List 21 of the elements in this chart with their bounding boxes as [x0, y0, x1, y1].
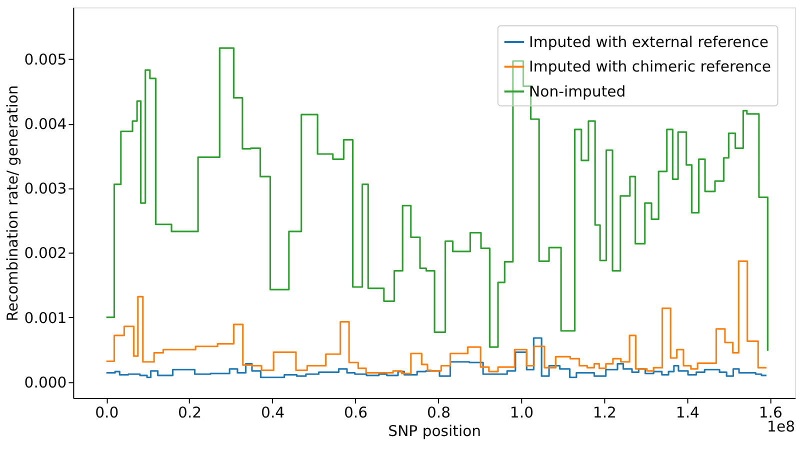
- x-tick-label: 0.2: [178, 404, 202, 422]
- x-tick-label: 1.4: [676, 404, 700, 422]
- legend-label: Non-imputed: [529, 83, 626, 100]
- y-tick-label: 0.004: [24, 116, 67, 134]
- x-tick-label: 1.2: [592, 404, 617, 422]
- x-tick-label: 1.0: [510, 404, 534, 422]
- y-tick-label: 0.000: [24, 374, 67, 392]
- x-tick-label: 1.6: [758, 404, 782, 422]
- y-tick-label: 0.003: [24, 180, 67, 198]
- y-tick-label: 0.001: [24, 310, 67, 327]
- legend-label: Imputed with external reference: [529, 34, 768, 51]
- x-tick-label: 0.4: [261, 404, 285, 422]
- x-tick-label: 0.8: [426, 404, 451, 422]
- x-axis-title: SNP position: [388, 423, 482, 440]
- text: 1e8: [767, 418, 796, 436]
- x-tick-label: 0.6: [344, 404, 368, 422]
- x-tick-label: 0.0: [95, 404, 119, 422]
- y-axis-title: Recombination rate/ generation: [4, 85, 22, 322]
- y-tick-label: 0.002: [24, 245, 67, 262]
- y-tick-label: 0.005: [24, 52, 67, 69]
- legend-label: Imputed with chimeric reference: [529, 58, 772, 76]
